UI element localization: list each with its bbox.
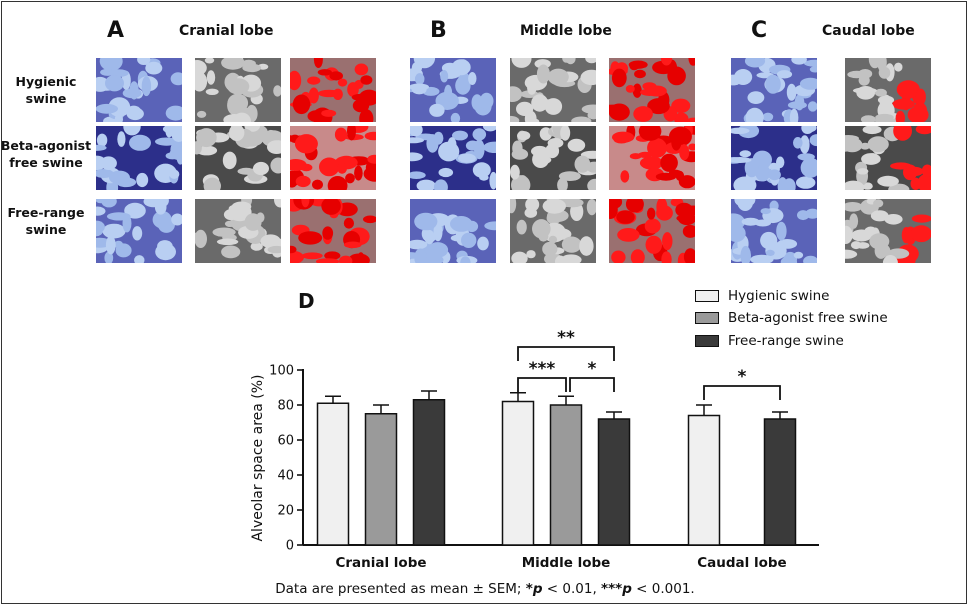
- bar: [687, 414, 721, 546]
- row-label-line: swine: [25, 91, 67, 106]
- micrograph-tile: [410, 58, 496, 122]
- row-label-line: Free-range: [7, 205, 85, 220]
- micrograph-tile: [195, 126, 281, 190]
- bar: [763, 418, 797, 546]
- bar: [364, 413, 398, 546]
- micrograph-tile: [609, 126, 695, 190]
- micrograph-tile: [290, 58, 376, 122]
- micrograph-tile: [510, 199, 596, 263]
- footnote-sig2: ***p: [601, 581, 632, 597]
- row-label-hygienic: Hygienic swine: [0, 73, 92, 107]
- legend-label: Free-range swine: [728, 333, 844, 349]
- micrograph-tile: [290, 199, 376, 263]
- bar: [316, 402, 350, 546]
- row-label-line: free swine: [9, 155, 83, 170]
- y-tick-label: 80: [277, 399, 294, 414]
- micrograph-tile: [96, 126, 182, 190]
- significance-bracket: [569, 377, 615, 392]
- micrograph-tile: [845, 126, 931, 190]
- significance-bracket: [517, 346, 615, 361]
- micrograph-tile: [609, 58, 695, 122]
- legend-label: Hygienic swine: [728, 288, 830, 304]
- micrograph-tile: [510, 126, 596, 190]
- row-label-beta-agonist: Beta-agonist free swine: [0, 137, 92, 171]
- x-tick-label: Middle lobe: [522, 555, 611, 571]
- micrograph-tile: [845, 58, 931, 122]
- micrograph-tile: [410, 199, 496, 263]
- legend-item-free-range: Free-range swine: [695, 333, 844, 349]
- footnote-suffix: < 0.001.: [631, 581, 695, 597]
- micrograph-tile: [290, 126, 376, 190]
- row-label-line: swine: [25, 222, 67, 237]
- micrograph-tile: [96, 199, 182, 263]
- legend-swatch: [695, 335, 719, 347]
- row-label-line: Beta-agonist: [0, 138, 92, 153]
- significance-label: ***: [529, 359, 556, 379]
- panel-letter-c: C: [751, 18, 768, 43]
- footnote-sig1: *p: [525, 581, 543, 597]
- micrograph-tile: [731, 58, 817, 122]
- micrograph-tile: [609, 199, 695, 263]
- legend-swatch: [695, 312, 719, 324]
- legend-item-hygienic: Hygienic swine: [695, 288, 829, 304]
- footnote-prefix: Data are presented as mean ± SEM;: [275, 581, 526, 597]
- row-label-line: Hygienic: [15, 74, 77, 89]
- significance-label: **: [557, 328, 575, 348]
- significance-bracket: [703, 385, 781, 400]
- panel-letter-b: B: [430, 18, 447, 43]
- micrograph-tile: [195, 199, 281, 263]
- significance-label: *: [738, 367, 747, 387]
- y-tick-label: 20: [277, 504, 294, 519]
- bar: [549, 404, 583, 546]
- significance-label: *: [588, 359, 597, 379]
- micrograph-tile: [195, 58, 281, 122]
- legend-item-beta-agonist: Beta-agonist free swine: [695, 310, 888, 326]
- bar: [597, 418, 631, 546]
- y-tick-label: 60: [277, 434, 294, 449]
- x-tick-label: Caudal lobe: [697, 555, 786, 571]
- panel-title-cranial: Cranial lobe: [179, 23, 274, 39]
- panel-letter-a: A: [107, 18, 125, 43]
- panel-letter-d: D: [298, 289, 315, 313]
- micrograph-tile: [510, 58, 596, 122]
- footnote: Data are presented as mean ± SEM; *p < 0…: [0, 581, 970, 597]
- micrograph-tile: [731, 126, 817, 190]
- micrograph-tile: [96, 58, 182, 122]
- micrograph-tile: [845, 199, 931, 263]
- x-tick-label: Cranial lobe: [335, 555, 426, 571]
- y-tick-label: 0: [286, 539, 294, 554]
- legend-swatch: [695, 290, 719, 302]
- panel-title-middle: Middle lobe: [520, 23, 612, 39]
- bar: [412, 399, 446, 546]
- y-tick-label: 100: [269, 364, 294, 379]
- panel-title-caudal: Caudal lobe: [822, 23, 915, 39]
- micrograph-tile: [410, 126, 496, 190]
- y-axis-label: Alveolar space area (%): [250, 374, 266, 541]
- footnote-mid: < 0.01,: [542, 581, 602, 597]
- y-tick-label: 40: [277, 469, 294, 484]
- row-label-free-range: Free-range swine: [0, 204, 92, 238]
- bar: [501, 400, 535, 546]
- significance-bracket: [517, 377, 567, 392]
- micrograph-tile: [731, 199, 817, 263]
- legend-label: Beta-agonist free swine: [728, 310, 888, 326]
